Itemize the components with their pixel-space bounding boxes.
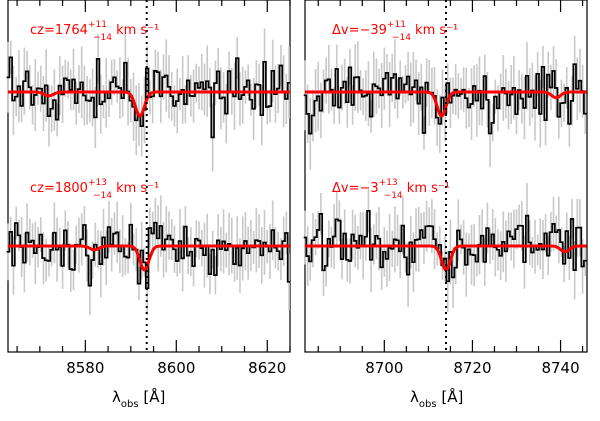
left-x-axis-label: λobs [Å] bbox=[112, 387, 165, 410]
x-tick-label: 8600 bbox=[157, 359, 195, 377]
left-x-ticks: 8580 8600 8620 bbox=[16, 0, 291, 377]
model-fit-line bbox=[8, 244, 290, 272]
x-tick-label: 8720 bbox=[453, 359, 491, 377]
left-bottom-annotation: cz=1800+13 −14 km s⁻¹ bbox=[30, 178, 159, 201]
right-panel-frame bbox=[304, 0, 588, 353]
right-x-axis-label: λobs [Å] bbox=[410, 387, 463, 410]
right-bottom-annotation: Δv=−3+13 −14 km s⁻¹ bbox=[332, 178, 450, 201]
left-panel: 8580 8600 8620 cz=1764+11 −14 km s⁻¹ cz=180… bbox=[6, 0, 291, 377]
right-x-ticks: 8700 8720 8740 bbox=[317, 0, 584, 377]
right-panel: 8700 8720 8740 Δv=−39+11 −14 km s⁻¹ Δv=−3+1… bbox=[303, 0, 588, 377]
left-top-spectrum bbox=[6, 28, 291, 172]
x-tick-label: 8580 bbox=[66, 359, 104, 377]
x-tick-label: 8740 bbox=[541, 359, 579, 377]
left-top-annotation: cz=1764+11 −14 km s⁻¹ bbox=[30, 20, 159, 43]
right-top-spectrum bbox=[303, 35, 587, 170]
x-tick-label: 8700 bbox=[365, 359, 403, 377]
spectrum-line bbox=[6, 56, 291, 139]
model-fit-line bbox=[8, 90, 290, 118]
left-panel-frame bbox=[7, 0, 291, 353]
right-top-annotation: Δv=−39+11 −14 km s⁻¹ bbox=[332, 20, 458, 43]
left-bottom-spectrum bbox=[6, 195, 291, 316]
x-tick-label: 8620 bbox=[248, 359, 286, 377]
right-bottom-spectrum bbox=[303, 183, 587, 313]
model-fit-line bbox=[305, 90, 587, 118]
